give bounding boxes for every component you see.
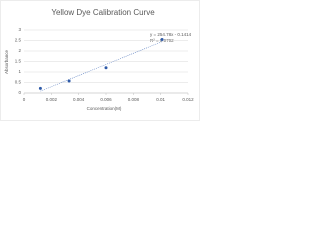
x-axis-title: Concentration(M) (87, 106, 122, 111)
point (104, 66, 108, 70)
x-tick-label: 0.01 (156, 97, 165, 102)
y-axis-title: Absorbance (4, 50, 9, 75)
point (38, 86, 42, 90)
chart-frame (0, 0, 200, 121)
x-tick-label: 0 (23, 97, 26, 102)
x-tick-label: 0.008 (128, 97, 140, 102)
y-tick-label: 1 (18, 69, 21, 74)
x-tick-label: 0.012 (182, 97, 194, 102)
point (160, 37, 164, 41)
x-tick-label: 0.006 (100, 97, 112, 102)
y-tick-label: 3 (18, 27, 21, 32)
y-tick-label: 2.5 (15, 38, 22, 43)
y-tick-label: 0.5 (15, 80, 22, 85)
y-tick-label: 0 (18, 90, 21, 95)
x-tick-label: 0.002 (46, 97, 58, 102)
y-tick-label: 2 (18, 48, 21, 53)
x-tick-label: 0.004 (73, 97, 85, 102)
equation: y = 254.78x - 0.1414 (150, 32, 192, 37)
y-tick-label: 1.5 (15, 59, 22, 64)
chart-title: Yellow Dye Calibration Curve (51, 8, 155, 17)
chart: Yellow Dye Calibration Curve Concentrati… (0, 0, 200, 121)
point (67, 79, 71, 83)
